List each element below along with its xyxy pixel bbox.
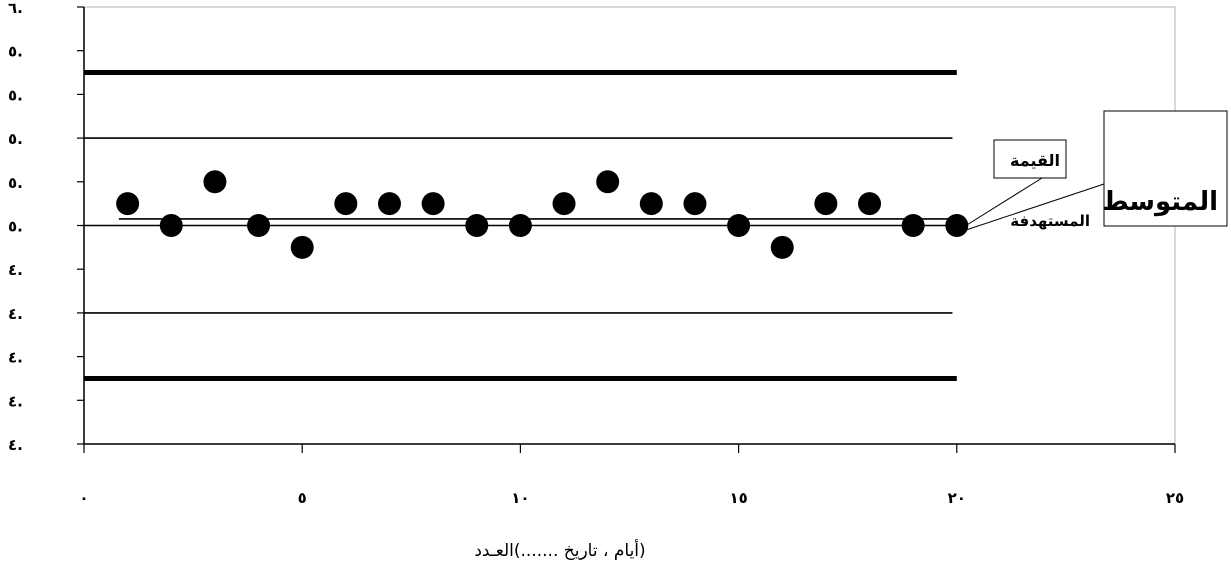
y-tick-label: ٤. <box>8 392 23 410</box>
data-point <box>377 192 401 216</box>
target-callout-leader <box>961 177 1043 229</box>
mean-callout-leader <box>965 183 1105 231</box>
mean-callout: المتوسط <box>965 110 1228 231</box>
x-tick-label: ١٠ <box>511 489 529 507</box>
target-callout-line1: القيمة <box>1010 151 1060 170</box>
mean-callout-box <box>1103 110 1228 227</box>
y-axis-ticks: ٤. ٤. ٤. ٤. ٤. ٥. ٥. ٥. ٥. ٥. ٦. <box>8 0 84 454</box>
target-callout-line2: المستهدفة <box>1010 212 1090 230</box>
y-tick-label: ٥. <box>8 218 23 236</box>
data-point <box>945 214 969 237</box>
data-point <box>159 214 183 237</box>
y-tick-label: ٥. <box>8 130 23 148</box>
data-point <box>727 214 751 237</box>
data-points <box>116 170 969 259</box>
data-point <box>334 192 358 216</box>
reference-lines <box>84 70 957 381</box>
y-tick-label: ٤. <box>8 305 23 323</box>
data-point <box>858 192 882 216</box>
data-point <box>421 192 445 216</box>
y-tick-label: ٥. <box>8 174 23 192</box>
x-tick-label: ٠ <box>79 489 88 507</box>
y-tick-label: ٤. <box>8 349 23 367</box>
data-point <box>639 192 663 216</box>
data-point <box>116 192 140 216</box>
data-point <box>290 235 314 259</box>
data-point <box>770 235 794 259</box>
x-tick-label: ٢٥ <box>1166 489 1184 507</box>
target-value-callout: القيمة المستهدفة <box>961 139 1090 230</box>
x-tick-label: ٥ <box>298 489 307 507</box>
y-tick-label: ٥. <box>8 43 23 61</box>
data-point <box>552 192 576 216</box>
mean-callout-label: المتوسط <box>1102 187 1218 217</box>
data-point <box>814 192 838 216</box>
x-axis-label: (أيام ، تاريخ .......)العـدد <box>474 539 645 561</box>
data-point <box>683 192 707 216</box>
y-tick-label: ٤. <box>8 261 23 279</box>
data-point <box>247 214 271 237</box>
x-tick-label: ١٥ <box>729 489 747 507</box>
y-tick-label: ٤. <box>8 436 23 454</box>
data-point <box>508 214 532 237</box>
target-callout-box <box>993 139 1067 179</box>
x-axis-ticks: ٠ ٥ ١٠ ١٥ ٢٠ ٢٥ <box>79 444 1184 507</box>
y-tick-label: ٥. <box>8 86 23 104</box>
x-tick-label: ٢٠ <box>948 489 966 507</box>
data-point <box>465 214 489 237</box>
data-point <box>901 214 925 237</box>
y-tick-label: ٦. <box>8 0 23 17</box>
data-point <box>203 170 227 194</box>
data-point <box>596 170 620 194</box>
